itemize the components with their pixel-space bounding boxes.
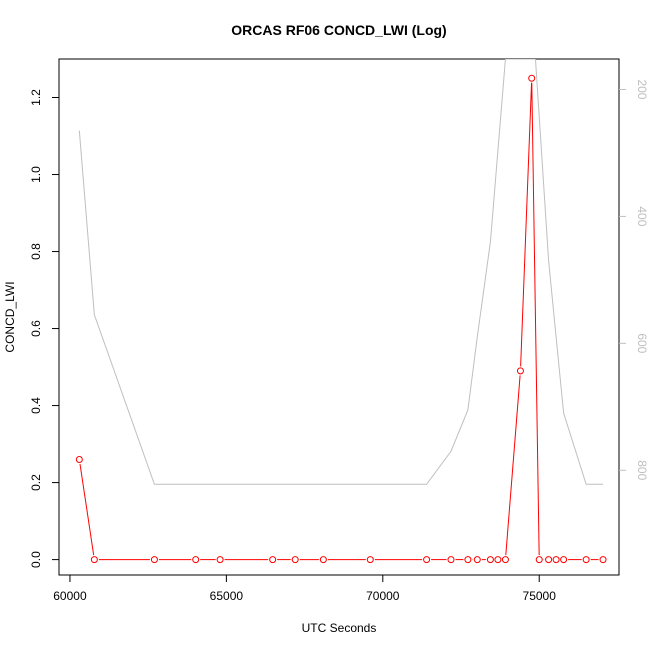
x-tick-label: 60000 [53,589,87,603]
y-axis: 0.0 0.2 0.4 0.6 0.8 1.0 1.2 [29,89,59,568]
data-point [150,556,158,564]
y-tick-label: 1.0 [29,166,43,183]
data-point [599,556,607,564]
y-tick-label: 1.2 [29,89,43,106]
data-point [516,367,524,375]
series-line-segment [79,463,95,556]
y2-tick-label: 800 [635,460,649,480]
data-point [464,556,472,564]
secondary-series-line [78,59,604,485]
y-tick-label: 0.4 [29,397,43,414]
data-point [192,556,200,564]
data-point [423,556,431,564]
data-point [366,556,374,564]
x-tick-label: 70000 [366,589,400,603]
y2-axis: 200 400 600 800 [619,79,649,481]
x-axis: 60000 65000 70000 75000 [53,575,556,603]
data-point [486,556,494,564]
data-point [291,556,299,564]
data-point [582,556,590,564]
y-axis-label: CONCD_LWI [3,281,17,352]
x-axis-label: UTC Seconds [302,621,377,635]
data-point [494,556,502,564]
y-tick-label: 0.8 [29,243,43,260]
data-point [269,556,277,564]
data-point [552,556,560,564]
data-point [447,556,455,564]
y2-tick-label: 400 [635,206,649,226]
data-point [75,455,83,463]
data-point [545,556,553,564]
x-tick-label: 65000 [210,589,244,603]
y2-tick-label: 600 [635,333,649,353]
data-point [319,556,327,564]
chart-title: ORCAS RF06 CONCD_LWI (Log) [231,22,446,38]
y-tick-label: 0.6 [29,320,43,337]
series-line-segment [505,375,521,556]
data-point [473,556,481,564]
y-tick-label: 0.0 [29,551,43,568]
data-point [560,556,568,564]
series-line-segment [531,82,540,556]
x-tick-label: 75000 [523,589,557,603]
plot-frame [58,58,620,576]
data-point [216,556,224,564]
data-point [528,74,536,82]
data-point [501,556,509,564]
data-point [90,556,98,564]
y2-tick-label: 200 [635,79,649,99]
plot-area [75,59,607,564]
y-tick-label: 0.2 [29,474,43,491]
data-point [535,556,543,564]
series-line-segment [520,82,533,367]
